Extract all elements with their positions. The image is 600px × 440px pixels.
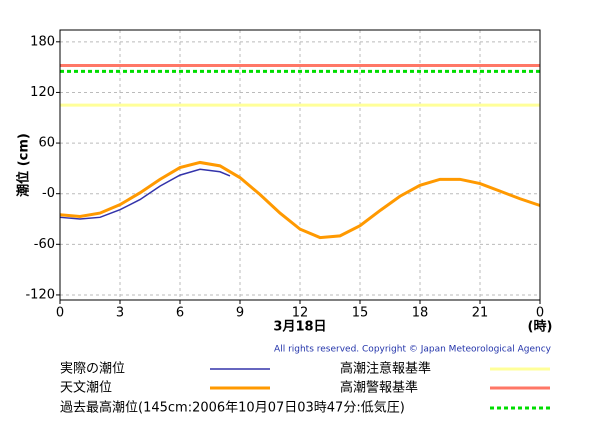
x-tick-label: 21 [472,306,489,321]
x-tick-label: 6 [176,306,184,321]
x-tick-label: 15 [352,306,369,321]
x-tick-label: 3 [116,306,124,321]
x-tick-label: 12 [292,306,309,321]
y-tick-label: 120 [30,85,55,100]
legend-label: 過去最高潮位(145cm:2006年10月07日03時47分:低気圧) [60,400,405,416]
y-tick-label: -0 [42,186,55,201]
legend-label: 高潮注意報基準 [340,361,431,377]
series-line [59,160,541,240]
copyright: All rights reserved. Copyright © Japan M… [274,345,552,355]
y-tick-label: 60 [38,136,55,151]
series-line [59,168,231,220]
legend-label: 実際の潮位 [60,361,125,377]
x-tick-label: 18 [412,306,429,321]
legend-label: 天文潮位 [60,381,112,396]
plot-border [59,29,541,301]
x-tick-label: 0 [56,306,64,321]
x-tick-label: 9 [236,306,244,321]
y-tick-label: 180 [30,34,55,49]
x-tick-label: 0 [536,306,544,321]
legend-label: 高潮警報基準 [340,380,418,396]
y-tick-label: -120 [25,287,55,302]
x-axis-label: 3月18日 [273,320,326,335]
y-tick-label: -60 [34,237,55,252]
y-axis-label: 潮位 (cm) [16,133,32,197]
x-unit: (時) [528,319,553,335]
